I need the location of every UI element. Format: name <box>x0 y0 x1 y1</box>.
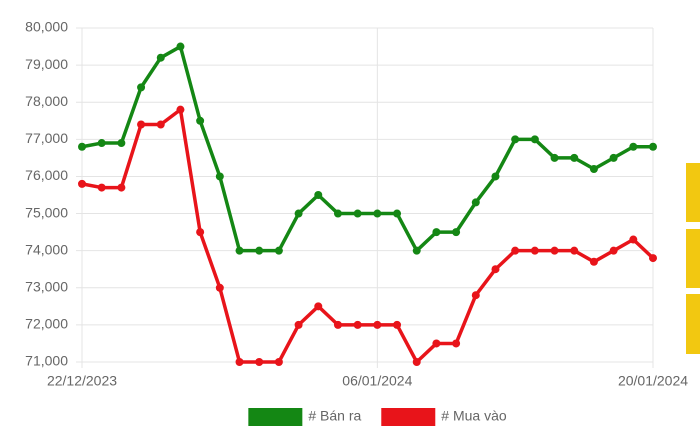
data-point <box>78 179 86 188</box>
data-point <box>156 120 165 129</box>
data-point <box>255 358 264 366</box>
y-tick-label: 79,000 <box>25 56 68 72</box>
x-tick-label: 22/12/2023 <box>47 373 117 389</box>
x-tick-label: 20/01/2024 <box>618 373 688 389</box>
data-point <box>550 153 559 162</box>
data-point <box>649 254 657 263</box>
data-point <box>393 209 402 218</box>
data-point <box>255 246 264 255</box>
data-point <box>235 358 244 366</box>
data-point <box>196 116 205 125</box>
data-point <box>215 172 224 181</box>
data-point <box>314 302 323 311</box>
data-point <box>117 183 126 192</box>
data-point <box>511 135 520 144</box>
side-tab[interactable] <box>686 229 700 288</box>
legend-swatch <box>248 408 303 426</box>
data-point <box>530 135 539 144</box>
legend-label: # Mua vào <box>441 408 507 424</box>
y-tick-label: 71,000 <box>25 353 68 369</box>
data-point <box>117 139 126 148</box>
data-point <box>649 142 657 151</box>
data-point <box>97 183 106 192</box>
data-point <box>452 339 461 348</box>
data-point <box>609 153 618 162</box>
data-point <box>550 246 559 255</box>
data-point <box>294 320 303 329</box>
data-point <box>393 320 402 329</box>
data-point <box>137 83 146 92</box>
data-point <box>432 339 441 348</box>
side-tab[interactable] <box>686 163 700 222</box>
data-point <box>353 209 362 218</box>
series-line <box>81 107 655 364</box>
legend-swatch <box>381 408 436 426</box>
data-point <box>589 257 598 266</box>
data-point <box>156 53 165 62</box>
y-tick-label: 74,000 <box>25 241 68 257</box>
data-point <box>629 235 638 244</box>
data-point <box>333 209 342 218</box>
data-point <box>412 246 421 255</box>
y-tick-label: 78,000 <box>25 93 68 109</box>
data-point <box>530 246 539 255</box>
data-point <box>274 358 283 366</box>
x-tick-label: 06/01/2024 <box>342 373 412 389</box>
data-point <box>609 246 618 255</box>
data-point <box>294 209 303 218</box>
data-point <box>452 228 461 237</box>
data-point <box>353 320 362 329</box>
data-point <box>314 191 323 199</box>
data-point <box>471 291 480 300</box>
y-tick-label: 75,000 <box>25 204 68 220</box>
data-point <box>176 105 185 114</box>
y-tick-label: 77,000 <box>25 130 68 146</box>
y-tick-label: 76,000 <box>25 167 68 183</box>
data-point <box>491 265 500 274</box>
side-tab[interactable] <box>686 294 700 354</box>
data-point <box>471 198 480 207</box>
data-point <box>629 142 638 151</box>
data-point <box>412 358 421 366</box>
data-point <box>78 142 86 151</box>
data-point <box>333 320 342 329</box>
data-point <box>215 283 224 292</box>
series-line <box>81 44 653 253</box>
y-tick-label: 80,000 <box>25 19 68 35</box>
data-point <box>373 320 382 329</box>
data-point <box>196 228 205 237</box>
y-tick-label: 73,000 <box>25 278 68 294</box>
data-point <box>235 246 244 255</box>
data-point <box>570 246 579 255</box>
data-point <box>373 209 382 218</box>
data-point <box>176 42 185 51</box>
data-point <box>274 246 283 255</box>
data-point <box>137 120 146 129</box>
data-point <box>97 139 106 148</box>
data-point <box>491 172 500 181</box>
data-point <box>432 228 441 237</box>
y-tick-label: 72,000 <box>25 316 68 332</box>
data-point <box>589 165 598 174</box>
data-point <box>511 246 520 255</box>
data-point <box>570 153 579 162</box>
legend-label: # Bán ra <box>308 408 361 424</box>
